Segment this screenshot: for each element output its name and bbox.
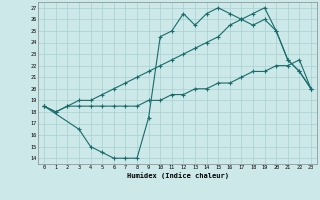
X-axis label: Humidex (Indice chaleur): Humidex (Indice chaleur) bbox=[127, 172, 228, 179]
